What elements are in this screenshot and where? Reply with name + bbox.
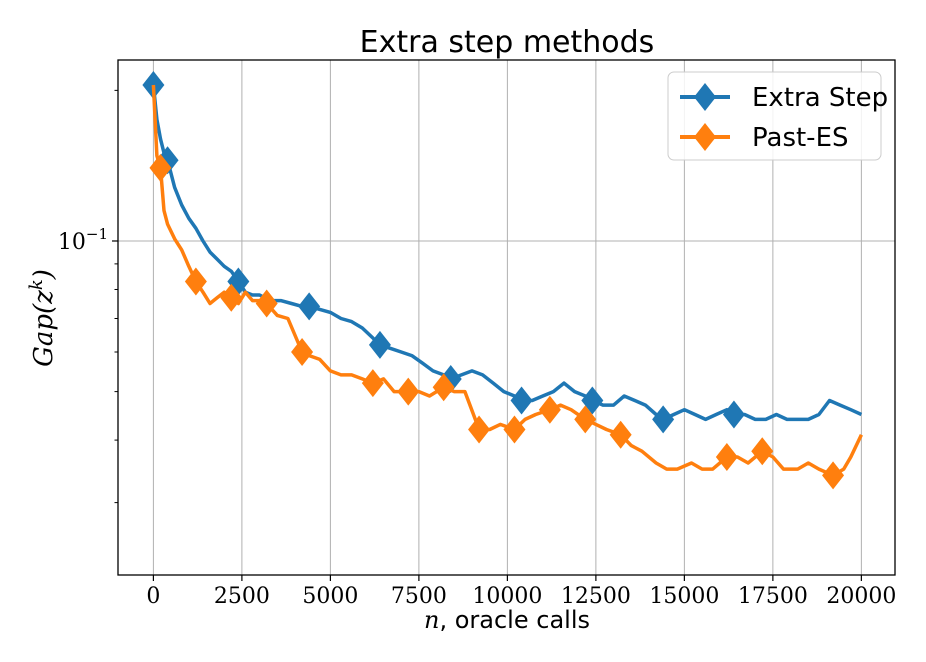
marker-past-es: [220, 283, 243, 312]
series-layer: [142, 71, 863, 490]
x-tick-label: 12500: [561, 584, 631, 609]
marker-past-es: [291, 337, 314, 366]
marker-past-es: [751, 437, 774, 466]
marker-past-es: [149, 153, 172, 182]
marker-past-es: [822, 461, 845, 490]
marker-past-es: [715, 443, 738, 472]
x-tick-labels: 0 2500 5000 7500 10000 12500 15000 17500 20000: [146, 584, 896, 609]
marker-extra-step: [298, 292, 321, 321]
y-axis-label-text: Gap(z: [29, 290, 59, 367]
x-tick-label: 17500: [738, 584, 808, 609]
ticks: [112, 89, 862, 581]
marker-past-es: [574, 405, 597, 434]
legend-label-past-es: Past-ES: [752, 123, 849, 153]
x-axis-label-var: n: [424, 606, 439, 634]
marker-past-es: [361, 369, 384, 398]
chart-title: Extra step methods: [360, 25, 655, 60]
x-tick-label: 20000: [826, 584, 896, 609]
marker-past-es: [184, 267, 207, 296]
y-axis-label-close: ): [29, 269, 59, 280]
y-tick-labels: 10−1: [58, 225, 108, 255]
marker-extra-step: [510, 386, 533, 415]
legend-entry-past-es: Past-ES: [680, 123, 849, 153]
marker-past-es: [397, 377, 420, 406]
legend-label-extra-step: Extra Step: [752, 83, 888, 113]
marker-past-es: [609, 420, 632, 449]
series-extra-step: [142, 71, 863, 434]
x-tick-label: 2500: [214, 584, 270, 609]
marker-past-es: [468, 415, 491, 444]
plot-frame: [117, 59, 896, 576]
x-tick-label: 10000: [472, 584, 542, 609]
legend: Extra Step Past-ES: [667, 71, 888, 161]
legend-entry-extra-step: Extra Step: [680, 83, 888, 113]
marker-extra-step: [722, 400, 745, 429]
marker-extra-step: [652, 405, 675, 434]
legend-marker-past-es: [694, 123, 716, 151]
legend-marker-extra-step: [694, 83, 716, 111]
x-axis-label-rest: , oracle calls: [439, 606, 590, 634]
x-tick-label: 0: [146, 584, 160, 609]
marker-extra-step: [368, 330, 391, 359]
x-axis-label: n, oracle calls: [424, 606, 590, 634]
marker-past-es: [538, 395, 561, 424]
marker-past-es: [255, 289, 278, 318]
y-axis-label: Gap(zk): [26, 269, 59, 367]
y-axis-label-sup: k: [26, 279, 47, 290]
marker-past-es: [503, 415, 526, 444]
x-tick-label: 5000: [302, 584, 358, 609]
x-tick-label: 15000: [649, 584, 719, 609]
series-past-es: [149, 84, 863, 490]
x-tick-label: 7500: [391, 584, 447, 609]
marker-past-es: [432, 373, 455, 402]
y-tick-label: 10−1: [58, 225, 108, 255]
